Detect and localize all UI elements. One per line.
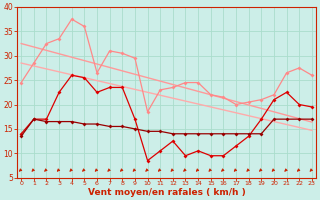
- X-axis label: Vent moyen/en rafales ( km/h ): Vent moyen/en rafales ( km/h ): [88, 188, 245, 197]
